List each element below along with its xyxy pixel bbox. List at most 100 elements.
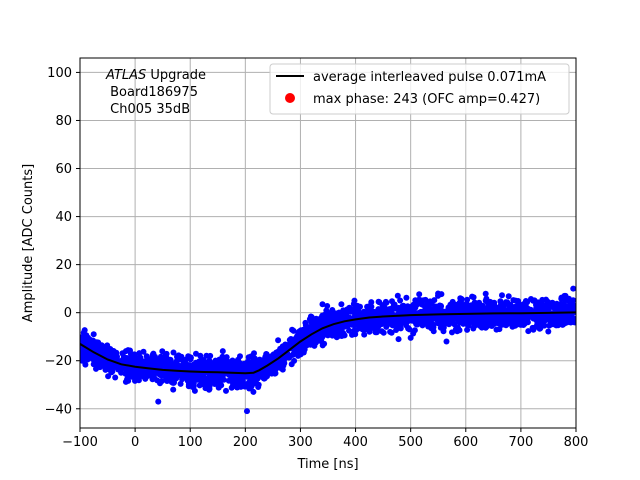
scatter-point: [250, 388, 257, 395]
scatter-point: [515, 298, 522, 304]
scatter-point: [493, 326, 500, 333]
scatter-point: [289, 326, 296, 333]
scatter-point: [469, 319, 476, 325]
scatter-point: [372, 329, 379, 336]
scatter-point: [558, 302, 565, 309]
y-axis-ticks: −40 −20 0 20 40 60 80 100: [45, 66, 80, 417]
scatter-point: [403, 294, 410, 301]
scatter-point: [396, 305, 403, 312]
scatter-point: [355, 307, 362, 314]
scatter-point: [81, 327, 88, 334]
scatter-outlier: [319, 301, 326, 308]
scatter-point: [346, 327, 352, 334]
scatter-point: [349, 331, 355, 338]
scatter-point: [273, 351, 280, 358]
scatter-point: [424, 316, 431, 323]
scatter-point: [304, 339, 311, 346]
scatter-point: [562, 292, 569, 299]
plot-frame: [79, 57, 577, 429]
scatter-point: [411, 327, 418, 334]
scatter-point: [170, 386, 177, 393]
scatter-point: [566, 301, 573, 308]
scatter-point: [275, 337, 282, 344]
scatter-point: [295, 352, 302, 359]
scatter-point: [507, 315, 514, 322]
scatter-point: [143, 353, 150, 360]
scatter-point: [487, 303, 494, 310]
scatter-point: [475, 317, 482, 324]
scatter-point: [102, 347, 109, 354]
scatter-point: [135, 355, 141, 361]
scatter-point: [161, 356, 168, 363]
scatter-point: [136, 350, 143, 357]
scatter-point: [458, 301, 465, 308]
scatter-point: [208, 375, 215, 382]
legend-marker-swatch: [285, 93, 295, 103]
scatter-point: [550, 300, 557, 307]
y-tick-label: −40: [45, 402, 72, 417]
scatter-point: [218, 382, 225, 389]
scatter-point: [307, 323, 314, 330]
scatter-point: [123, 370, 130, 377]
scatter-point: [510, 297, 517, 304]
annotation-board: Board186975: [106, 85, 198, 100]
annotation-upgrade: Upgrade: [146, 68, 206, 83]
scatter-point: [324, 332, 331, 339]
scatter-point: [229, 373, 236, 380]
scatter-point: [455, 324, 461, 331]
scatter-point: [394, 292, 401, 299]
scatter-point: [213, 361, 220, 368]
scatter-point: [220, 376, 227, 383]
scatter-point: [83, 336, 90, 343]
scatter-point: [482, 316, 489, 323]
scatter-point: [520, 322, 527, 328]
scatter-point: [336, 311, 343, 318]
scatter-point: [255, 384, 262, 390]
scatter-point: [437, 317, 444, 324]
scatter-outlier: [155, 398, 162, 405]
scatter-point: [187, 354, 194, 361]
scatter-point: [464, 326, 471, 333]
annotation-atlas: ATLAS: [105, 68, 146, 83]
x-tick-label: 300: [288, 435, 313, 450]
scatter-point: [430, 307, 437, 314]
scatter-point: [470, 294, 477, 301]
scatter-point: [109, 347, 116, 354]
scatter-point: [144, 369, 151, 376]
scatter-point: [159, 348, 166, 355]
scatter-outlier: [395, 336, 402, 343]
scatter-point: [288, 361, 295, 368]
scatter-point: [488, 318, 495, 325]
scatter-point: [499, 292, 505, 299]
scatter-point: [90, 331, 97, 338]
x-tick-label: 500: [398, 435, 423, 450]
scatter-point: [163, 350, 170, 357]
scatter-point: [310, 317, 317, 324]
legend-box: [269, 63, 570, 115]
scatter-point: [343, 311, 350, 318]
scatter-point: [400, 302, 407, 309]
x-axis-label: Time [ns]: [296, 457, 358, 472]
scatter-point: [89, 356, 96, 363]
scatter-point: [399, 319, 406, 326]
scatter-outlier: [443, 338, 450, 345]
scatter-point: [135, 375, 142, 382]
scatter-point: [237, 361, 244, 368]
scatter-point: [321, 340, 328, 347]
scatter-point: [540, 306, 547, 313]
scatter-point: [505, 293, 512, 300]
scatter-point: [207, 352, 214, 359]
scatter-point: [82, 361, 89, 368]
scatter-point: [164, 378, 171, 384]
x-tick-label: 800: [564, 435, 589, 450]
scatter-point: [322, 313, 329, 320]
y-tick-label: 100: [47, 66, 72, 81]
scatter-point: [277, 364, 284, 371]
scatter-point: [435, 290, 442, 297]
scatter-point: [255, 373, 262, 380]
scatter-point: [550, 316, 557, 323]
scatter-point: [409, 306, 415, 313]
scatter-point: [332, 325, 339, 332]
scatter-point: [154, 377, 161, 384]
scatter-point: [449, 298, 456, 305]
